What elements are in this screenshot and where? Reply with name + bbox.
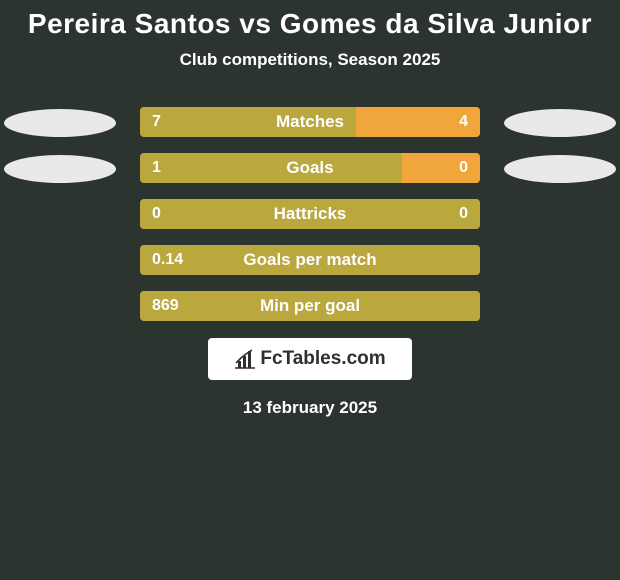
brand-badge: FcTables.com — [208, 338, 411, 380]
stat-bar: 10Goals — [140, 153, 480, 183]
stat-left-value: 1 — [152, 153, 161, 183]
date-text: 13 february 2025 — [0, 398, 620, 418]
stat-right-value: 0 — [459, 199, 468, 229]
stat-bar: 869Min per goal — [140, 291, 480, 321]
stat-bar-right-seg — [402, 153, 480, 183]
stat-left-value: 869 — [152, 291, 179, 321]
stat-bar-left-seg — [140, 199, 480, 229]
stat-bar-left-seg — [140, 291, 480, 321]
stat-row: 869Min per goal — [0, 284, 620, 330]
comparison-card: Pereira Santos vs Gomes da Silva Junior … — [0, 0, 620, 418]
stat-bar-left-seg — [140, 245, 480, 275]
stat-right-value: 4 — [459, 107, 468, 137]
stat-rows: 74Matches10Goals00Hattricks0.14Goals per… — [0, 100, 620, 330]
stat-left-value: 0.14 — [152, 245, 183, 275]
stat-bar-left-seg — [140, 107, 356, 137]
subtitle: Club competitions, Season 2025 — [0, 50, 620, 70]
brand-text: FcTables.com — [260, 348, 385, 370]
stat-row: 0.14Goals per match — [0, 238, 620, 284]
player-left-placeholder — [4, 155, 116, 183]
bar-chart-icon — [234, 349, 256, 369]
stat-left-value: 7 — [152, 107, 161, 137]
player-right-placeholder — [504, 109, 616, 137]
stat-row: 10Goals — [0, 146, 620, 192]
player-left-placeholder — [4, 109, 116, 137]
page-title: Pereira Santos vs Gomes da Silva Junior — [0, 8, 620, 40]
player-right-placeholder — [504, 155, 616, 183]
stat-row: 74Matches — [0, 100, 620, 146]
stat-bar: 00Hattricks — [140, 199, 480, 229]
stat-bar-left-seg — [140, 153, 402, 183]
stat-left-value: 0 — [152, 199, 161, 229]
stat-bar: 0.14Goals per match — [140, 245, 480, 275]
stat-right-value: 0 — [459, 153, 468, 183]
stat-row: 00Hattricks — [0, 192, 620, 238]
stat-bar: 74Matches — [140, 107, 480, 137]
